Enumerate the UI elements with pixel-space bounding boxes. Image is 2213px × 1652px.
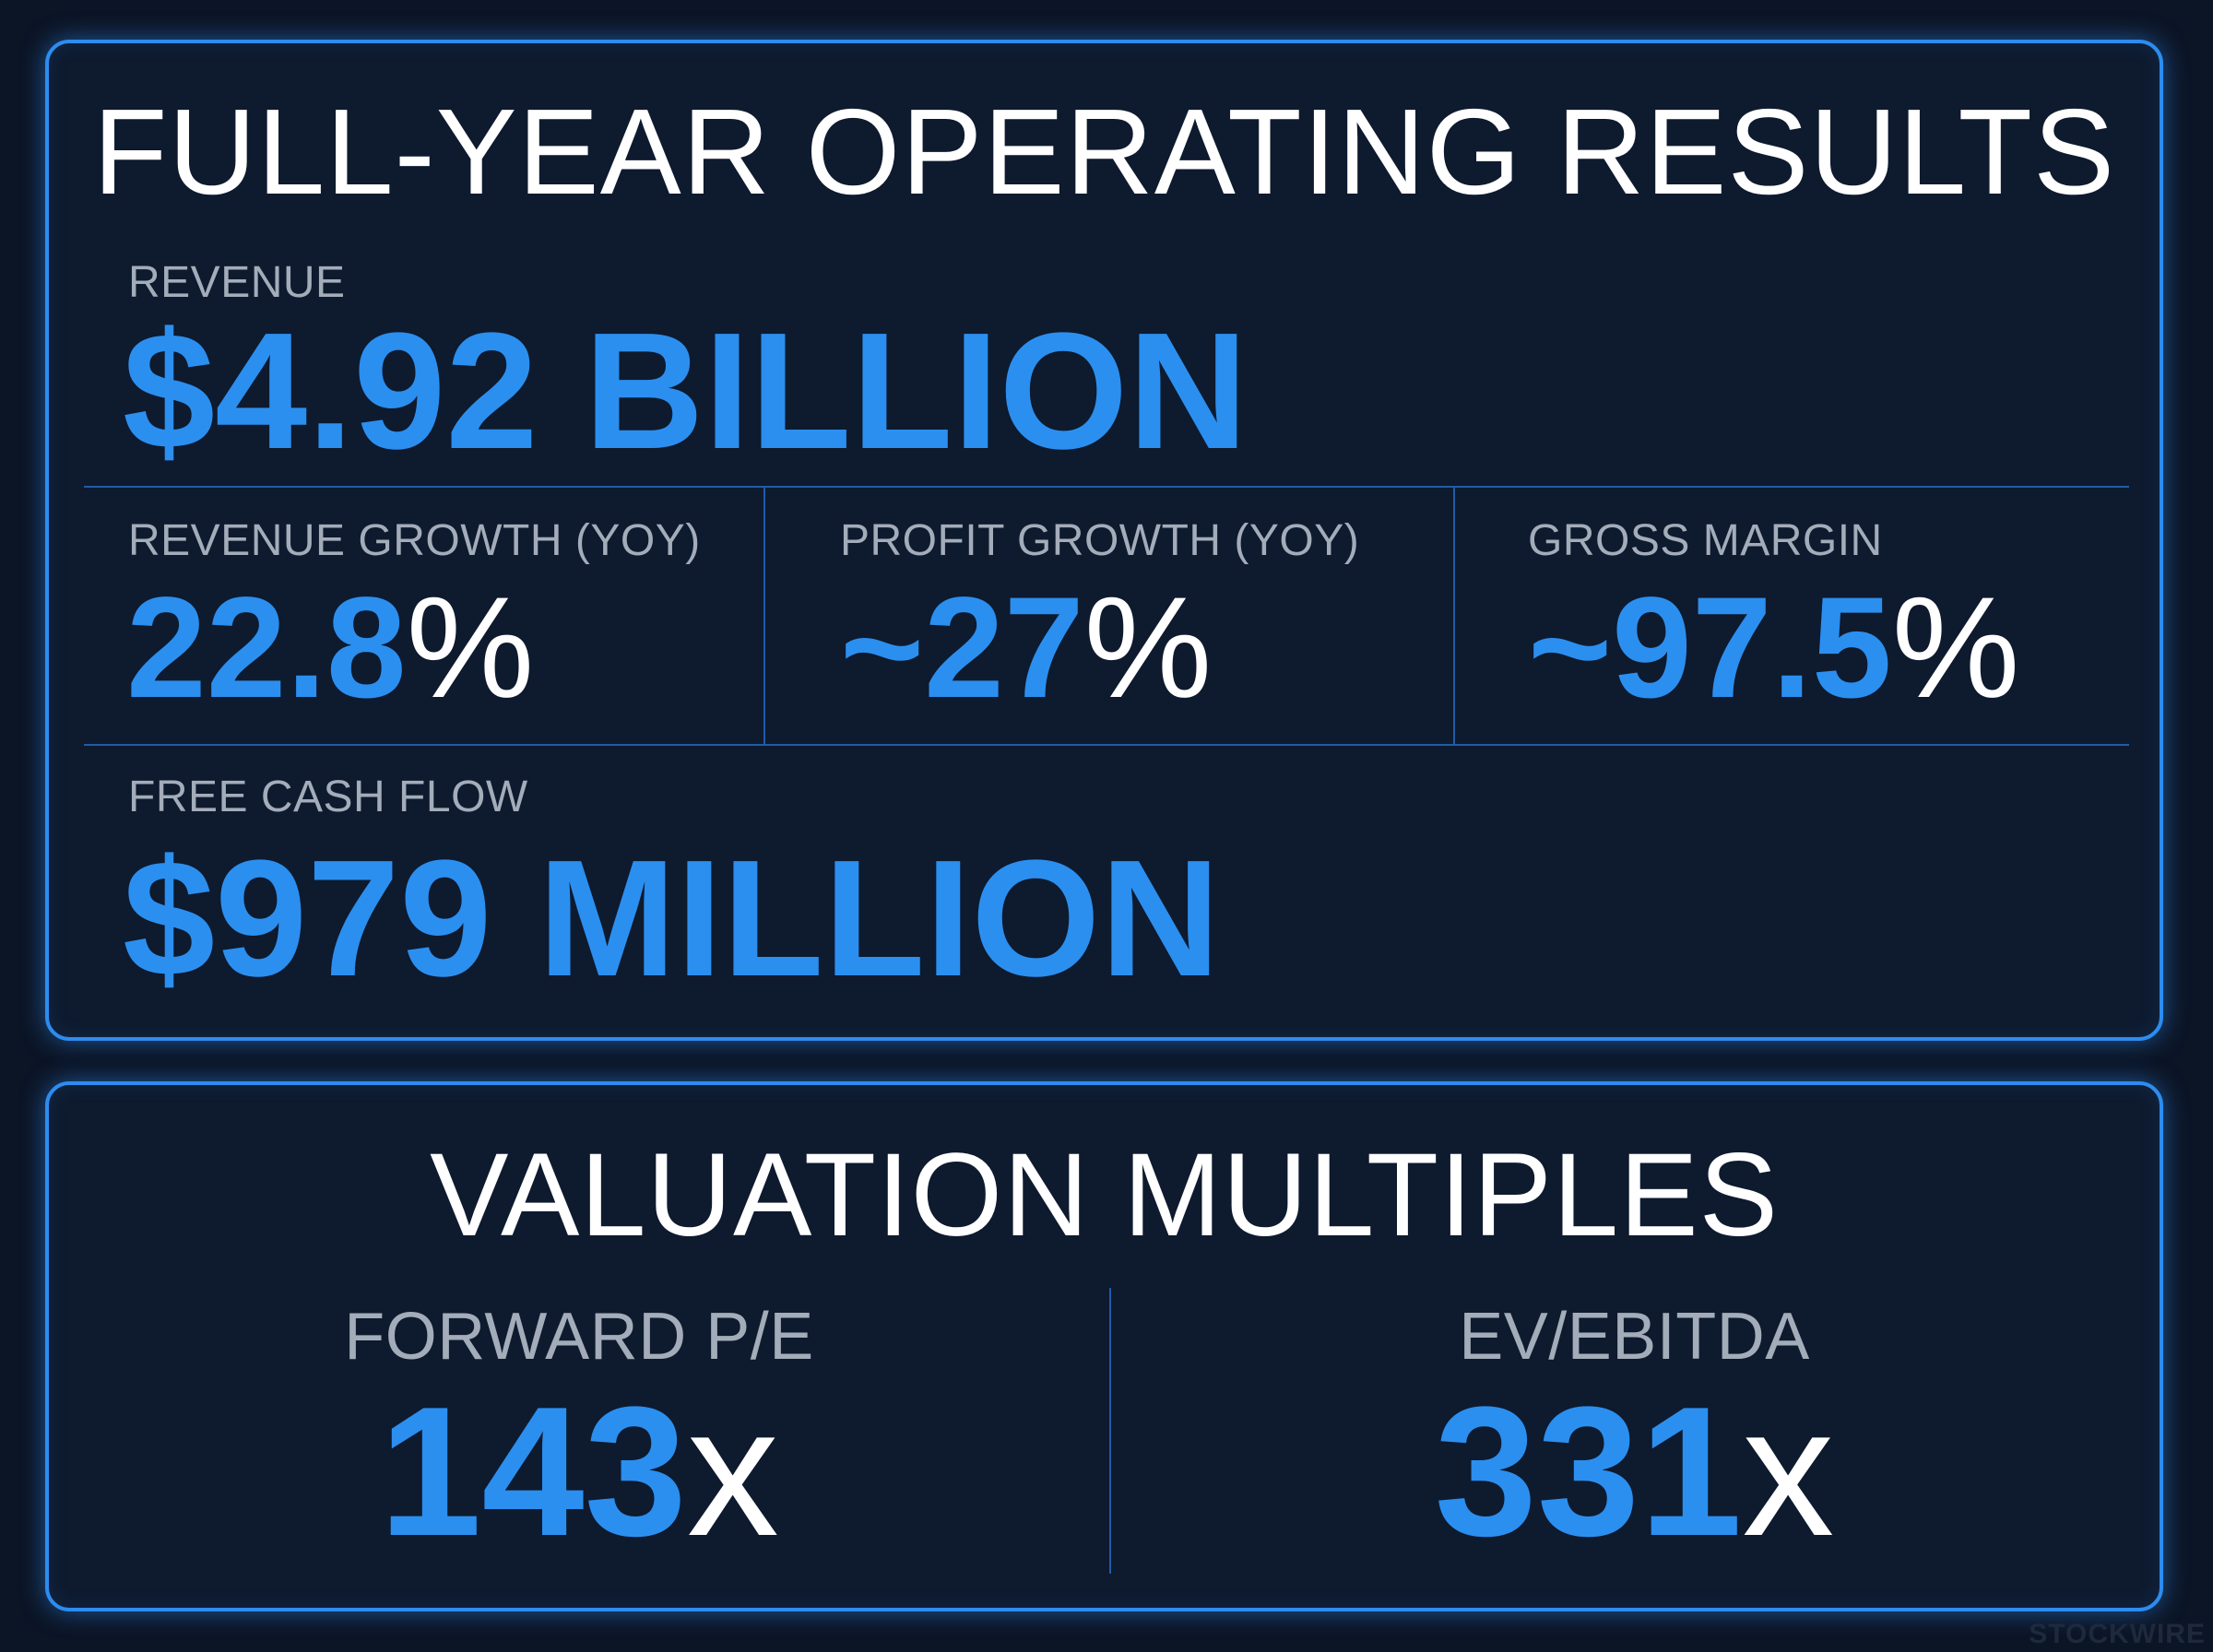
gross-margin-value: ~97.5% xyxy=(1528,576,2019,720)
ev-ebitda-label: EV/EBITDA xyxy=(1459,1300,1810,1374)
revenue-value: $4.92 BILLION xyxy=(123,299,1249,484)
multiple-suffix: x xyxy=(686,1369,779,1575)
forward-pe-label: FORWARD P/E xyxy=(344,1300,814,1374)
revenue-label: REVENUE xyxy=(128,258,346,307)
operating-results-panel: FULL-YEAR OPERATING RESULTS REVENUE $4.9… xyxy=(45,40,2163,1041)
divider xyxy=(84,744,2129,746)
divider xyxy=(84,486,2129,488)
watermark: STOCKWIRE xyxy=(2029,1619,2206,1649)
free-cash-flow-value: $979 MILLION xyxy=(123,826,1221,1011)
percent-suffix: % xyxy=(1891,568,2020,728)
revenue-growth-value: 22.8% xyxy=(126,576,534,720)
divider xyxy=(763,488,765,744)
profit-growth-number: ~27 xyxy=(840,568,1084,728)
revenue-growth-label: REVENUE GROWTH (YOY) xyxy=(128,516,701,565)
forward-pe-value: 143x xyxy=(49,1380,1109,1564)
divider xyxy=(1109,1288,1111,1574)
valuation-multiples-panel: VALUATION MULTIPLES FORWARD P/E 143x EV/… xyxy=(45,1081,2163,1611)
profit-growth-value: ~27% xyxy=(840,576,1212,720)
free-cash-flow-label: FREE CASH FLOW xyxy=(128,773,528,821)
gross-margin-number: ~97.5 xyxy=(1528,568,1892,728)
divider xyxy=(1453,488,1455,744)
ev-ebitda-value: 331x xyxy=(1109,1380,2160,1564)
multiple-suffix: x xyxy=(1742,1369,1835,1575)
valuation-multiples-title: VALUATION MULTIPLES xyxy=(430,1129,1779,1261)
gross-margin-label: GROSS MARGIN xyxy=(1528,516,1883,565)
percent-suffix: % xyxy=(406,568,535,728)
ev-ebitda-number: 331 xyxy=(1434,1369,1743,1575)
forward-pe-metric: FORWARD P/E 143x xyxy=(49,1085,1109,1608)
percent-suffix: % xyxy=(1083,568,1213,728)
revenue-growth-number: 22.8 xyxy=(126,568,407,728)
profit-growth-label: PROFIT GROWTH (YOY) xyxy=(840,516,1360,565)
forward-pe-number: 143 xyxy=(379,1369,687,1575)
operating-results-title: FULL-YEAR OPERATING RESULTS xyxy=(92,84,2116,219)
ev-ebitda-metric: EV/EBITDA 331x xyxy=(1109,1085,2160,1608)
